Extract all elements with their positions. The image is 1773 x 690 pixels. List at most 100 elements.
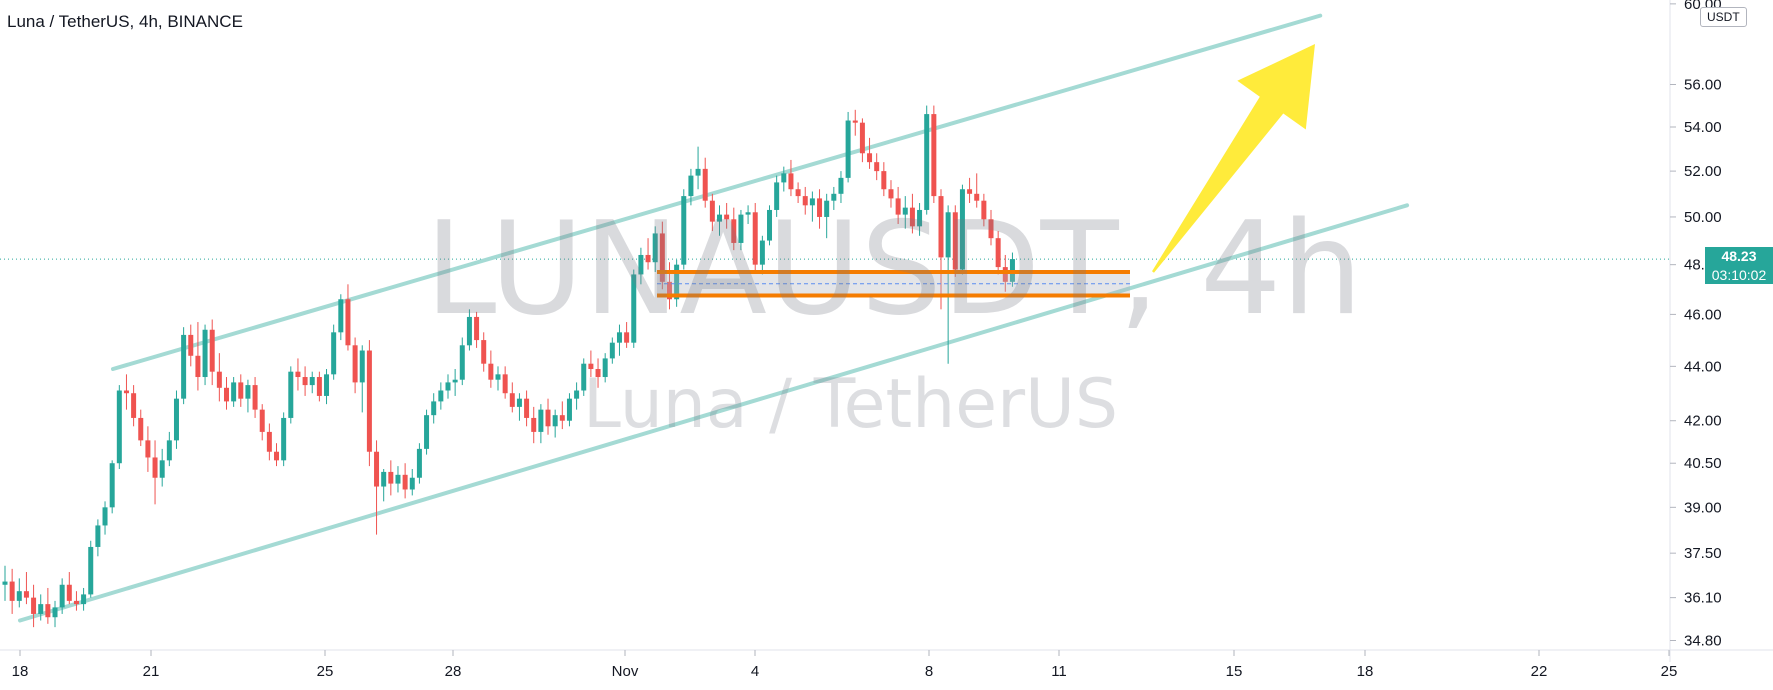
time-tick-label: 18 [1357,663,1374,680]
candle-body [366,350,372,452]
candle-body [702,168,708,201]
candle-body [509,393,515,407]
candle-body [924,114,930,210]
time-tick-label: 25 [317,663,334,680]
candle-body [895,198,901,215]
time-tick-label: 25 [1661,663,1678,680]
candle-body [252,385,258,410]
candle-body [152,457,158,478]
candle-body [717,214,722,222]
candle-body [738,214,744,243]
watermark-name: Luna / TetherUS [583,365,1119,444]
price-tick-label: 56.00 [1684,77,1722,94]
candle-body [681,196,687,265]
candle-body [524,398,530,418]
candle-body [581,363,587,391]
candle-body [45,604,51,618]
candle-body [616,332,622,343]
candle-body [2,581,8,585]
candle-body [145,440,151,458]
currency-badge[interactable]: USDT [1700,7,1747,27]
channel[interactable] [18,13,1410,623]
time-axis[interactable]: 18 21 25 28 Nov 4 8 11 15 18 22 25 [12,650,1678,680]
candle-body [774,182,780,210]
candle-body [588,363,594,370]
candle-body [538,409,544,432]
time-tick-label: 18 [12,663,29,680]
candle-body [131,393,137,418]
candle-body [981,200,987,220]
price-tick-label: 44.00 [1684,358,1722,375]
candle-body [474,316,480,341]
price-tick-label: 39.00 [1684,499,1722,516]
candle-body [731,219,737,243]
price-axis[interactable]: 34.80 36.10 37.50 39.00 40.50 42.00 44.00 46.00… [1670,0,1722,650]
candle-body [809,198,815,206]
candle-body [488,363,494,380]
candle-body [759,240,765,265]
candle-body [16,591,22,601]
candle-body [838,177,844,194]
candle-body [388,471,394,484]
projection-arrow[interactable] [1152,44,1315,273]
candle-body [917,209,923,227]
price-tick-label: 50.00 [1684,209,1722,226]
candle-body [374,451,380,487]
candle-body [338,299,344,333]
candle-body [631,274,637,343]
candle-body [845,120,851,178]
candle-body [531,417,537,432]
candle-body [159,460,165,478]
candle-body [674,264,680,300]
candle-body [767,209,773,241]
candle-body [709,200,715,222]
candle-body [867,153,873,163]
chart-title: Luna / TetherUS, 4h, BINANCE [7,12,243,31]
candle-body [345,299,351,346]
candle-body [173,398,179,441]
last-price-value: 48.23 [1705,247,1773,266]
candle-body [209,329,215,372]
time-tick-label: 21 [143,663,160,680]
candle-body [502,374,508,394]
candle-body [638,254,644,275]
candle-body [81,594,87,605]
time-tick-label: 28 [445,663,462,680]
price-tick-label: 34.80 [1684,633,1722,650]
candle-body [381,471,387,487]
candle-body [666,281,672,300]
candle-body [409,477,415,490]
candle-body [967,189,973,194]
candle-body [259,409,265,432]
time-tick-label: 8 [925,663,933,680]
candle-body [66,584,72,601]
candle-body [238,382,244,399]
support-zone[interactable] [657,269,1130,298]
candle-body [9,581,15,601]
candle-body [188,334,194,356]
candle-body [902,207,908,215]
candle-body [559,415,565,421]
candle-body [852,120,858,123]
candle-body [959,189,965,270]
candle-body [795,189,801,197]
candle-body [938,196,944,258]
candle-body [431,401,437,416]
candle-body [102,507,108,526]
candle-body [566,398,572,421]
support-fill [657,271,1130,296]
candle-body [1002,267,1008,282]
price-tick-label: 46.00 [1684,306,1722,323]
candle-body [59,584,65,608]
candle-body [73,600,79,605]
candle-body [752,212,758,265]
candle-body [52,607,58,618]
candle-body [781,173,787,183]
candle-body [166,440,172,461]
candle-body [23,591,29,598]
candle-body [516,398,522,407]
time-tick-label: 11 [1051,663,1067,680]
candle-body [302,377,308,386]
price-tick-label: 36.10 [1684,590,1722,607]
